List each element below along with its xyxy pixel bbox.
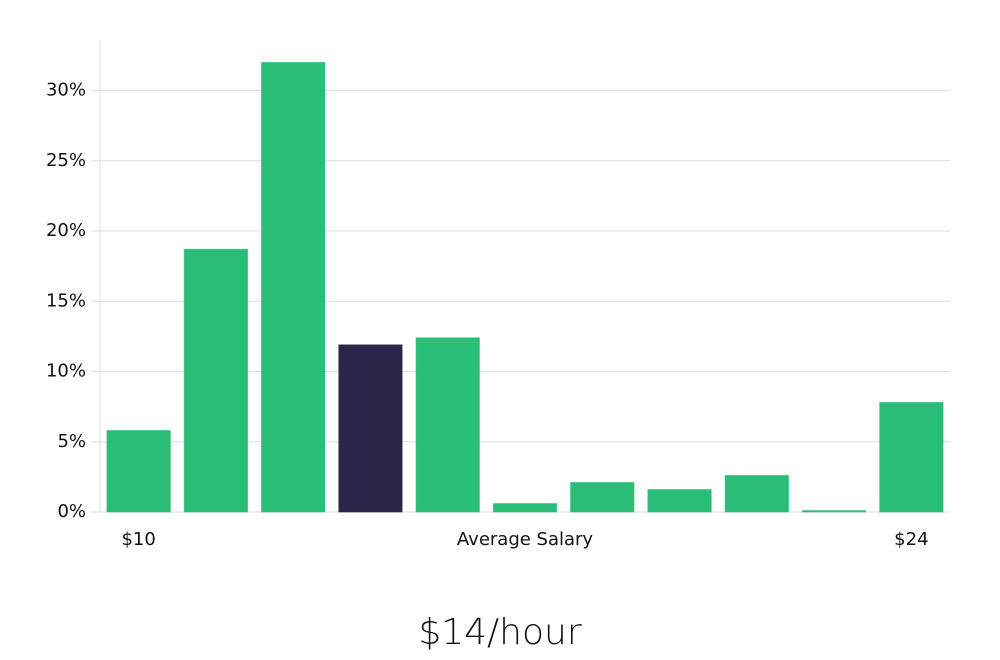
- bar: [801, 510, 867, 513]
- bar: [492, 503, 558, 513]
- y-tick-label: 5%: [57, 431, 86, 452]
- bar: [879, 401, 944, 513]
- bar: [338, 344, 403, 513]
- y-tick-label: 20%: [46, 220, 86, 241]
- bar: [261, 61, 326, 513]
- annotation: $14/hour: [418, 612, 582, 653]
- bar: [106, 430, 171, 513]
- bar: [647, 489, 712, 513]
- x-axis-label: Average Salary: [457, 529, 594, 550]
- x-tick-label: $10: [121, 529, 155, 550]
- y-tick-label: 30%: [46, 80, 86, 101]
- y-tick-label: 10%: [46, 361, 86, 382]
- bar: [183, 248, 249, 513]
- y-tick-label: 15%: [46, 290, 86, 311]
- bar: [415, 337, 480, 513]
- y-tick-label: 0%: [57, 501, 86, 522]
- bar: [570, 482, 635, 513]
- x-tick-label: $24: [894, 529, 928, 550]
- y-tick-label: 25%: [46, 150, 86, 171]
- bar: [724, 474, 789, 513]
